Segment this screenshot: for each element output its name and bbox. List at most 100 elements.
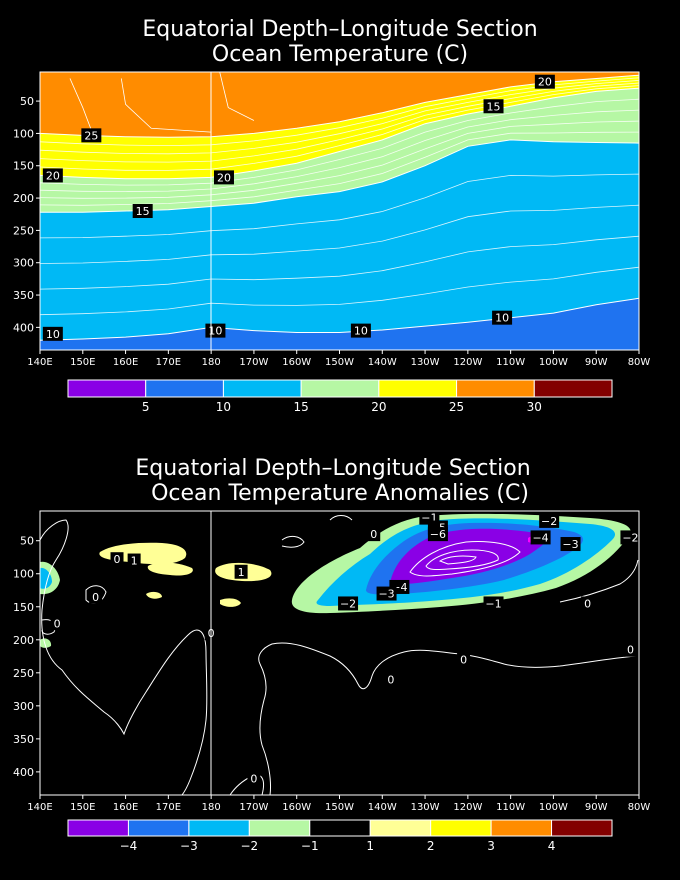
isotherm-intermediate: [40, 235, 639, 290]
x-tick-label: 120W: [453, 802, 482, 813]
contour-label: 15: [136, 205, 150, 218]
colorbar-1: 5 10 15 20 25 30: [67, 379, 613, 414]
y-tick-label: 400: [13, 321, 34, 334]
contour-label: 0: [627, 644, 634, 657]
colorbar-swatch: [378, 379, 458, 398]
contour-label-box: [127, 553, 141, 568]
x-tick-label: 90W: [585, 802, 608, 813]
x-tick-label: 160E: [113, 802, 138, 813]
contour-label: −2: [340, 597, 356, 610]
warm-pool-contour: [219, 72, 255, 121]
warm-patch-4: [220, 598, 241, 607]
contour-label: 0: [460, 654, 467, 667]
colorbar-label: −3: [180, 839, 198, 853]
contour-label-box: [350, 323, 371, 338]
x-tick-label: 170W: [239, 802, 268, 813]
zero-contour-east: [559, 559, 639, 603]
colorbar-2: −4 −3 −2 −1 1 2 3 4: [67, 819, 613, 853]
x-tick-label: 140W: [368, 802, 397, 813]
contour-label: 20: [538, 76, 552, 89]
contour-label: 25: [84, 129, 98, 142]
colorbar-swatch: [490, 819, 553, 837]
isotherm-intermediate: [40, 266, 639, 316]
colorbar-label: 30: [527, 400, 542, 414]
neg-contour-1: [409, 541, 521, 577]
anomaly-panel: Equatorial Depth–Longitude Section Ocean…: [13, 456, 650, 853]
isotherm-z20: [40, 87, 639, 180]
contour-label: 0: [54, 617, 61, 630]
contour-label-box: [581, 596, 595, 611]
colorbar-label: −2: [240, 839, 258, 853]
x-tick-label: 150E: [70, 802, 95, 813]
colorbar-label: 4: [548, 839, 556, 853]
y-tick-label: 100: [13, 568, 34, 581]
y-tick-label: 150: [13, 601, 34, 614]
x-tick-label: 120W: [453, 357, 482, 368]
contour-label-box: [367, 527, 381, 542]
contour-label: 0: [114, 553, 121, 566]
neg-contour-3: [438, 555, 477, 565]
colorbar-label: 5: [142, 400, 150, 414]
contour-label: 1: [131, 555, 138, 568]
contour-label-box: [623, 642, 637, 657]
contour-label: 0: [92, 591, 99, 604]
x-tick-label: 140E: [27, 802, 52, 813]
colorbar-swatch: [248, 819, 311, 837]
y-tick-label: 350: [13, 289, 34, 302]
warm-pool-contour: [69, 78, 92, 131]
chart-1-subtitle: Ocean Temperature (C): [212, 42, 468, 67]
x-tick-label: 100W: [539, 802, 568, 813]
contour-label-box: [205, 323, 226, 338]
contour-label: 10: [354, 325, 368, 338]
isotherm-intermediate: [40, 204, 639, 264]
isotherm-intermediate: [40, 85, 639, 171]
contour-label: 20: [217, 171, 231, 184]
contour-label-box: [234, 564, 248, 579]
contour-label: 0: [387, 673, 394, 686]
contour-label-box: [534, 74, 555, 89]
colorbar-swatch: [188, 819, 250, 837]
y-tick-label: 50: [20, 95, 34, 108]
band-5-10: [40, 298, 639, 350]
contour-label: 10: [495, 312, 509, 325]
temperature-panel: Equatorial Depth–Longitude Section Ocean…: [13, 17, 650, 414]
x-tick-label: 130W: [411, 357, 440, 368]
y-tick-label: 300: [13, 257, 34, 270]
warm-patch-5: [146, 591, 162, 599]
contour-label: 1: [238, 566, 245, 579]
colorbar-swatch: [67, 379, 147, 398]
warm-pool-contour: [120, 78, 212, 133]
zero-contour-mid: [258, 642, 637, 795]
contour-label-box: [492, 310, 513, 325]
x-tick-label: 150W: [325, 802, 354, 813]
contour-label-box: [81, 128, 102, 143]
plot-1-axes: 140E 150E 160E 170E 180 170W 160W 150W 140W 130W 1…: [13, 95, 650, 368]
y-tick-label: 200: [13, 634, 34, 647]
x-tick-label: 160E: [113, 357, 138, 368]
isotherm-intermediate: [40, 98, 639, 186]
y-tick-label: 400: [13, 766, 34, 779]
contour-label: −2: [541, 515, 557, 528]
contour-label: −3: [562, 538, 578, 551]
colorbar-label: 3: [487, 839, 495, 853]
contour-label-box: [89, 589, 103, 604]
contour-label-box: [42, 326, 63, 341]
zero-contour-west: [40, 519, 208, 795]
contour-label-box: [132, 204, 153, 218]
y-tick-label: 250: [13, 667, 34, 680]
contour-label-box: [483, 596, 504, 611]
colorbar-label: 15: [294, 400, 309, 414]
x-tick-label: 150E: [70, 357, 95, 368]
contour-label: 10: [46, 328, 60, 341]
contour-label-box: [427, 527, 448, 542]
x-tick-label: 170E: [156, 802, 181, 813]
y-tick-label: 250: [13, 224, 34, 237]
isotherm-intermediate: [40, 120, 639, 199]
y-tick-label: 100: [13, 127, 34, 140]
x-tick-label: 140W: [368, 357, 397, 368]
contour-label: −1: [485, 597, 501, 610]
y-tick-label: 50: [20, 535, 34, 548]
temperature-contour-labels: 25 20 20 15 15 20 10 10 10 10: [42, 74, 555, 341]
colorbar-swatch: [309, 819, 371, 837]
x-tick-label: 110W: [496, 802, 525, 813]
